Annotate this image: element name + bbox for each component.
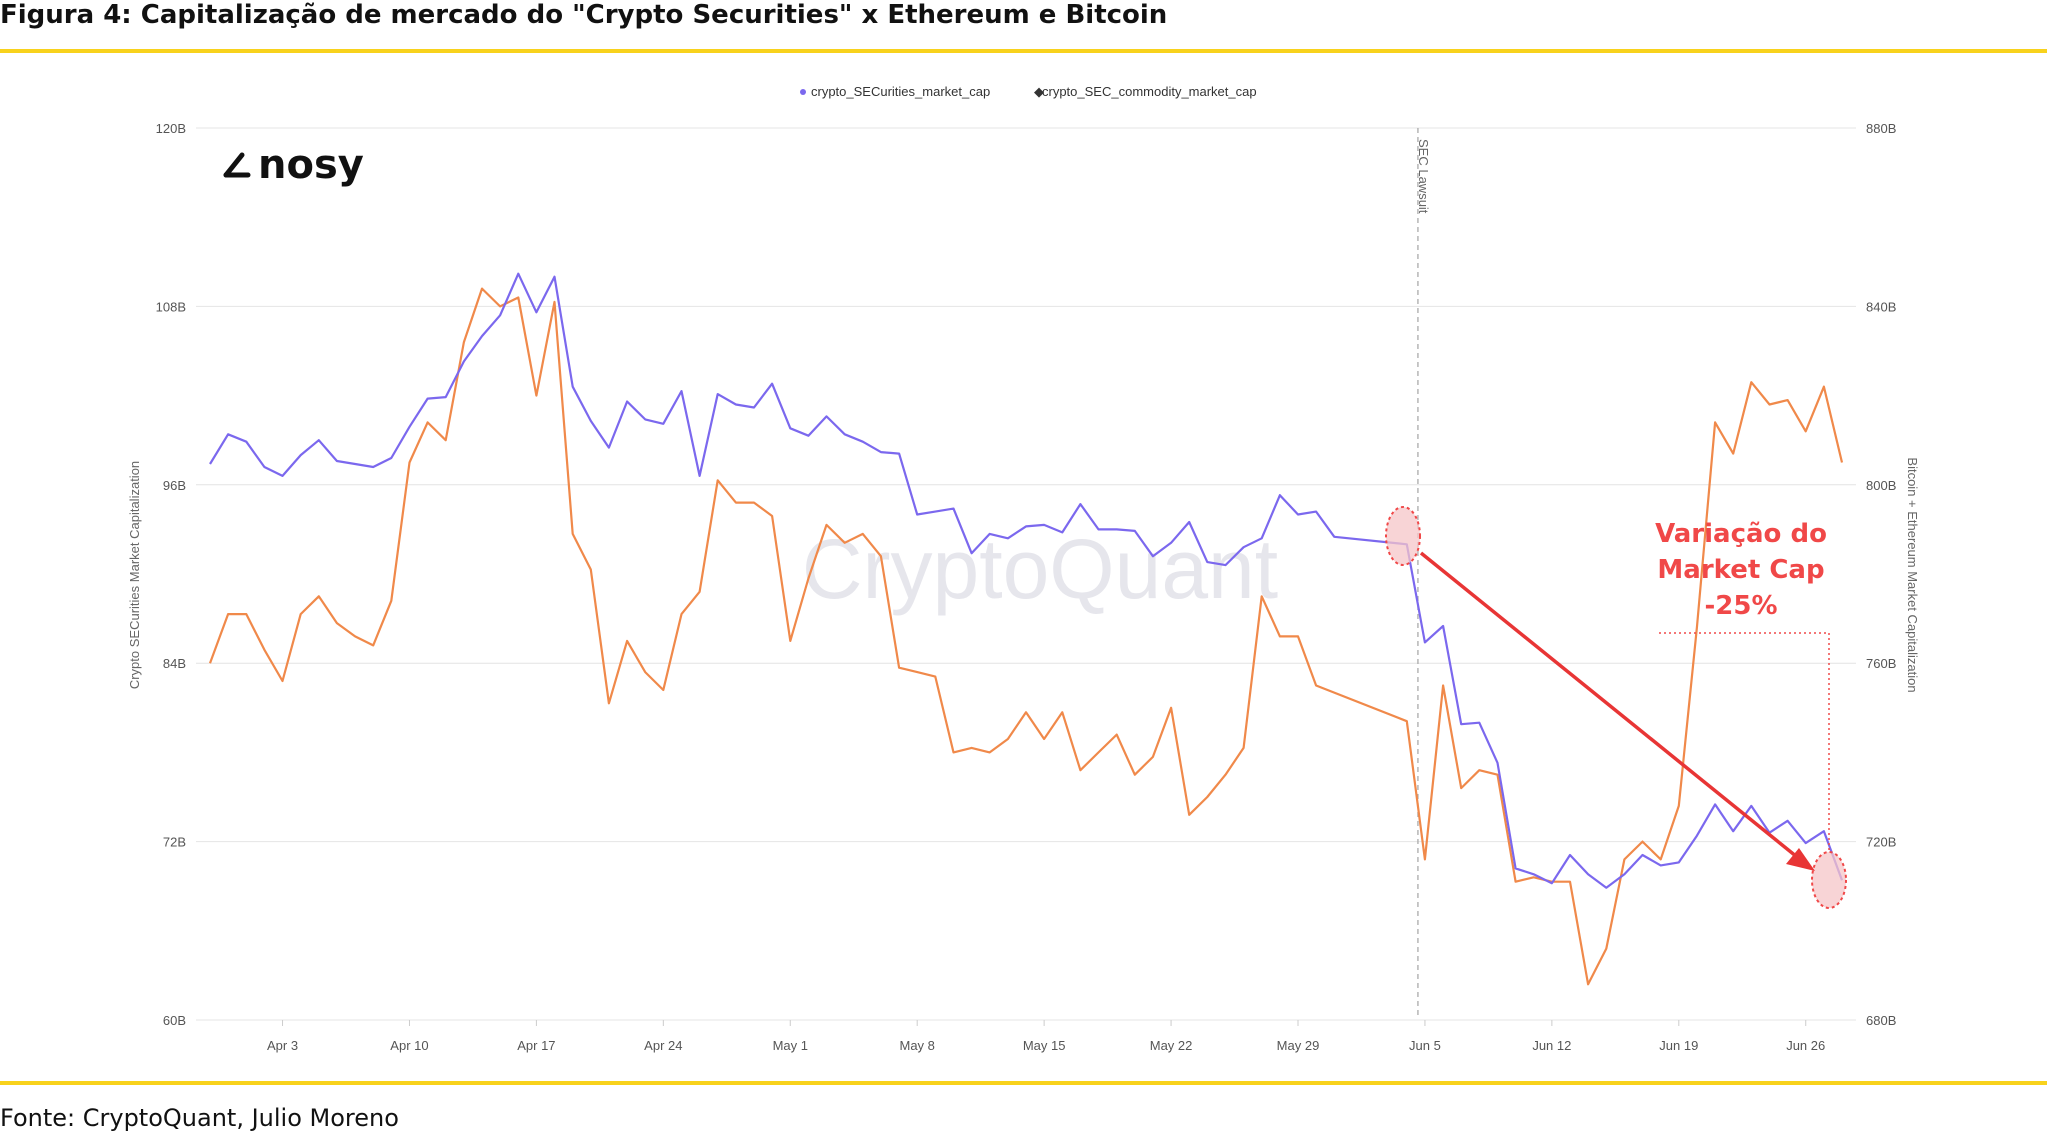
right-tick-label: 720B (1866, 835, 1896, 850)
highlight-after (1811, 851, 1847, 909)
watermark-text: CryptoQuant (802, 522, 1278, 616)
right-tick-label: 800B (1866, 478, 1896, 493)
x-tick-label: Jun 26 (1786, 1038, 1825, 1053)
series-line-crypto_SEC_commodity_market_cap (208, 287, 1844, 986)
right-tick-label: 880B (1866, 121, 1896, 136)
legend-marker-securities (800, 89, 806, 95)
event-line-label: SEC Lawsuit (1416, 139, 1431, 214)
variation-bracket (1659, 632, 1830, 852)
nosy-logo: nosy (223, 142, 364, 188)
variation-arrow-shaft (1419, 551, 1804, 863)
left-tick-label: 108B (156, 299, 186, 314)
legend-marker-commodity: ◆ (1034, 84, 1044, 99)
left-tick-label: 96B (163, 478, 186, 493)
highlight-before (1385, 506, 1421, 566)
top-accent-rule (0, 49, 2047, 53)
x-tick-label: Jun 19 (1659, 1038, 1698, 1053)
x-tick-label: May 29 (1277, 1038, 1320, 1053)
nosy-logo-icon (223, 152, 251, 178)
annotation-line-2: Market Cap (1657, 555, 1824, 585)
right-tick-label: 840B (1866, 299, 1896, 314)
left-axis-ticks: 60B 72B 84B 96B 108B 120B (156, 121, 186, 1028)
right-axis-title: Bitcoin + Ethereum Market Capitalization (1905, 457, 1920, 692)
x-tick-label: Apr 24 (644, 1038, 682, 1053)
x-tick-label: Jun 12 (1532, 1038, 1571, 1053)
right-tick-label: 680B (1866, 1013, 1896, 1028)
figure-title: Figura 4: Capitalização de mercado do "C… (0, 0, 1168, 30)
x-tick-label: May 15 (1023, 1038, 1066, 1053)
left-tick-label: 120B (156, 121, 186, 136)
nosy-logo-text: nosy (258, 142, 364, 188)
x-tick-label: Apr 3 (267, 1038, 298, 1053)
x-axis-ticks: Apr 3 Apr 10 Apr 17 Apr 24 May 1 May 8 May 15 M… (267, 1020, 1825, 1053)
series-line-crypto_SECurities_market_cap (209, 272, 1844, 889)
bottom-accent-rule (0, 1081, 2047, 1085)
series-lines (208, 272, 1844, 986)
variation-arrow-head (1786, 848, 1815, 871)
legend-label-securities: crypto_SECurities_market_cap (811, 84, 990, 99)
right-axis-ticks: 680B 720B 760B 800B 840B 880B (1866, 121, 1896, 1028)
x-tick-label: May 1 (773, 1038, 808, 1053)
x-tick-label: Apr 10 (390, 1038, 428, 1053)
left-axis-title: Crypto SECurities Market Capitalization (127, 461, 142, 689)
grid-lines (196, 127, 1856, 1021)
legend: crypto_SECurities_market_cap ◆ crypto_SE… (800, 84, 1257, 99)
left-tick-label: 84B (163, 656, 186, 671)
right-tick-label: 760B (1866, 656, 1896, 671)
left-tick-label: 72B (163, 835, 186, 850)
variation-annotation: Variação do Market Cap -25% (1385, 506, 1847, 909)
annotation-line-1: Variação do (1655, 519, 1827, 549)
left-tick-label: 60B (163, 1013, 186, 1028)
legend-label-commodity: crypto_SEC_commodity_market_cap (1042, 84, 1257, 99)
x-tick-label: May 8 (899, 1038, 934, 1053)
x-tick-label: Apr 17 (517, 1038, 555, 1053)
annotation-line-3: -25% (1704, 591, 1777, 621)
source-caption: Fonte: CryptoQuant, Julio Moreno (0, 1104, 399, 1132)
x-tick-label: May 22 (1150, 1038, 1193, 1053)
x-tick-label: Jun 5 (1409, 1038, 1441, 1053)
